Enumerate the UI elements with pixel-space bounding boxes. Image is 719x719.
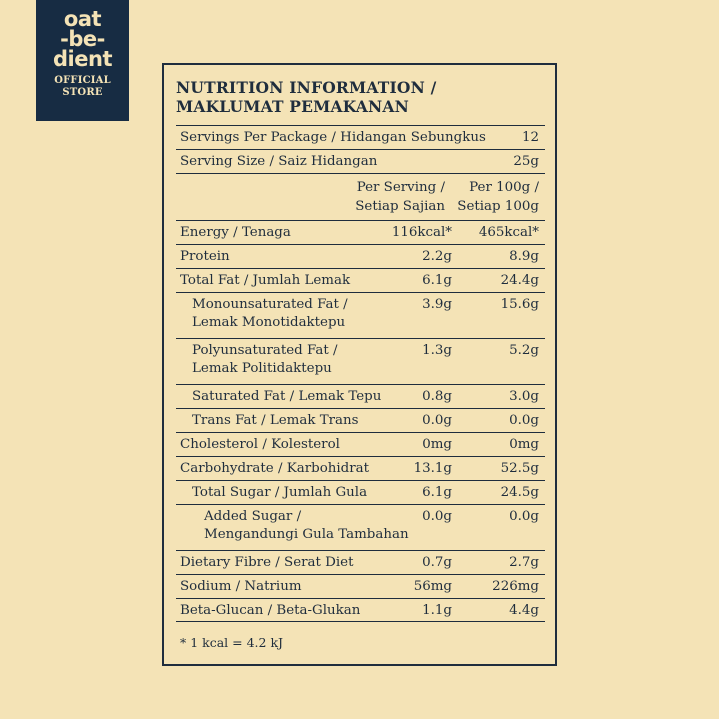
nutrition-table: Servings Per Package / Hidangan Sebungku…	[176, 125, 545, 622]
brand-logo[interactable]: oat -be- dient OFFICIAL STORE	[36, 0, 129, 121]
per-serving-value: 0.8g	[422, 389, 452, 404]
nutrition-panel: NUTRITION INFORMATION / MAKLUMAT PEMAKAN…	[162, 63, 557, 666]
per-serving-value: 0.0g	[422, 509, 452, 524]
nutrient-label: Energy / Tenaga	[180, 225, 291, 240]
panel-title-line1: NUTRITION INFORMATION /	[176, 78, 437, 97]
nutrient-row-saturated-fat: Saturated Fat / Lemak Tepu 0.8g 3.0g	[176, 384, 545, 408]
nutrient-row-protein: Protein 2.2g 8.9g	[176, 244, 545, 268]
nutrient-label: Saturated Fat / Lemak Tepu	[192, 389, 382, 404]
nutrient-label: Polyunsaturated Fat / Lemak Politidaktep…	[192, 342, 338, 378]
per-100g-value: 4.4g	[509, 603, 539, 618]
official-store-label: OFFICIAL STORE	[36, 75, 129, 99]
nutrient-label: Dietary Fibre / Serat Diet	[180, 555, 354, 570]
store-label: STORE	[62, 87, 103, 98]
per-100g-value: 5.2g	[509, 343, 539, 358]
nutrient-label: Trans Fat / Lemak Trans	[192, 413, 359, 428]
per-serving-value: 1.3g	[422, 343, 452, 358]
per-100g-header: Per 100g / Setiap 100g	[457, 178, 539, 216]
per-100g-value: 465kcal*	[478, 225, 539, 240]
nutrient-label-line2: Mengandungi Gula Tambahan	[204, 527, 409, 542]
servings-value: 12	[521, 130, 539, 145]
per-100g-value: 52.5g	[500, 461, 539, 476]
per-serving-value: 1.1g	[422, 603, 452, 618]
per-serving-value: 6.1g	[422, 273, 452, 288]
per-serving-header-line1: Per Serving /	[356, 180, 445, 195]
per-serving-value: 116kcal*	[391, 225, 452, 240]
per-serving-value: 56mg	[413, 579, 452, 594]
nutrient-row-dietary-fibre: Dietary Fibre / Serat Diet 0.7g 2.7g	[176, 550, 545, 574]
column-header-row: Per Serving / Setiap Sajian Per 100g / S…	[176, 173, 545, 220]
per-serving-header: Per Serving / Setiap Sajian	[355, 178, 445, 216]
nutrient-label-line1: Monounsaturated Fat /	[192, 297, 348, 312]
per-100g-value: 24.4g	[500, 273, 539, 288]
per-100g-header-line2: Setiap 100g	[457, 199, 539, 214]
per-serving-header-line2: Setiap Sajian	[355, 199, 445, 214]
nutrient-row-carbohydrate: Carbohydrate / Karbohidrat 13.1g 52.5g	[176, 456, 545, 480]
per-100g-header-line1: Per 100g /	[469, 180, 539, 195]
nutrient-label: Cholesterol / Kolesterol	[180, 437, 340, 452]
panel-title: NUTRITION INFORMATION / MAKLUMAT PEMAKAN…	[176, 78, 546, 116]
per-serving-value: 0.0g	[422, 413, 452, 428]
per-100g-value: 0.0g	[509, 413, 539, 428]
servings-row: Servings Per Package / Hidangan Sebungku…	[176, 125, 545, 149]
per-100g-value: 226mg	[492, 579, 539, 594]
servings-label: Servings Per Package / Hidangan Sebungku…	[180, 130, 486, 145]
per-100g-value: 3.0g	[509, 389, 539, 404]
energy-footnote: * 1 kcal = 4.2 kJ	[180, 635, 284, 650]
nutrient-label: Protein	[180, 249, 230, 264]
per-serving-value: 2.2g	[422, 249, 452, 264]
official-label: OFFICIAL	[54, 75, 111, 86]
nutrient-label-line1: Added Sugar /	[204, 509, 302, 524]
nutrient-label-line2: Lemak Monotidaktepu	[192, 315, 346, 330]
nutrient-label: Carbohydrate / Karbohidrat	[180, 461, 370, 476]
nutrient-row-energy: Energy / Tenaga 116kcal* 465kcal*	[176, 220, 545, 244]
per-serving-value: 6.1g	[422, 485, 452, 500]
nutrient-row-total-fat: Total Fat / Jumlah Lemak 6.1g 24.4g	[176, 268, 545, 292]
nutrient-label: Beta-Glucan / Beta-Glukan	[180, 603, 361, 618]
nutrient-row-total-sugar: Total Sugar / Jumlah Gula 6.1g 24.5g	[176, 480, 545, 504]
per-100g-value: 2.7g	[509, 555, 539, 570]
per-100g-value: 15.6g	[500, 297, 539, 312]
per-serving-value: 3.9g	[422, 297, 452, 312]
nutrient-label: Added Sugar / Mengandungi Gula Tambahan	[204, 508, 409, 544]
nutrient-label-line1: Polyunsaturated Fat /	[192, 343, 338, 358]
logo-line-dient: dient	[53, 47, 112, 71]
nutrient-label: Monounsaturated Fat / Lemak Monotidaktep…	[192, 296, 348, 332]
per-100g-value: 8.9g	[509, 249, 539, 264]
nutrient-label: Total Sugar / Jumlah Gula	[192, 485, 368, 500]
nutrient-row-sodium: Sodium / Natrium 56mg 226mg	[176, 574, 545, 598]
per-serving-value: 0.7g	[422, 555, 452, 570]
per-serving-value: 0mg	[422, 437, 452, 452]
serving-size-row: Serving Size / Saiz Hidangan 25g	[176, 149, 545, 173]
serving-size-label: Serving Size / Saiz Hidangan	[180, 154, 378, 169]
panel-title-line2: MAKLUMAT PEMAKANAN	[176, 97, 409, 116]
logo-line-oat: oat	[63, 7, 102, 31]
per-100g-value: 0.0g	[509, 509, 539, 524]
nutrient-label: Sodium / Natrium	[180, 579, 302, 594]
nutrient-row-monounsaturated-fat: Monounsaturated Fat / Lemak Monotidaktep…	[176, 292, 545, 338]
logo-line-be: -be-	[60, 27, 105, 51]
per-serving-value: 13.1g	[413, 461, 452, 476]
serving-size-value: 25g	[513, 154, 539, 169]
nutrient-label-line2: Lemak Politidaktepu	[192, 361, 332, 376]
per-100g-value: 0mg	[509, 437, 539, 452]
nutrient-label: Total Fat / Jumlah Lemak	[180, 273, 351, 288]
nutrient-row-cholesterol: Cholesterol / Kolesterol 0mg 0mg	[176, 432, 545, 456]
nutrient-row-trans-fat: Trans Fat / Lemak Trans 0.0g 0.0g	[176, 408, 545, 432]
per-100g-value: 24.5g	[500, 485, 539, 500]
nutrient-row-added-sugar: Added Sugar / Mengandungi Gula Tambahan …	[176, 504, 545, 550]
nutrient-row-polyunsaturated-fat: Polyunsaturated Fat / Lemak Politidaktep…	[176, 338, 545, 384]
nutrient-row-beta-glucan: Beta-Glucan / Beta-Glukan 1.1g 4.4g	[176, 598, 545, 622]
